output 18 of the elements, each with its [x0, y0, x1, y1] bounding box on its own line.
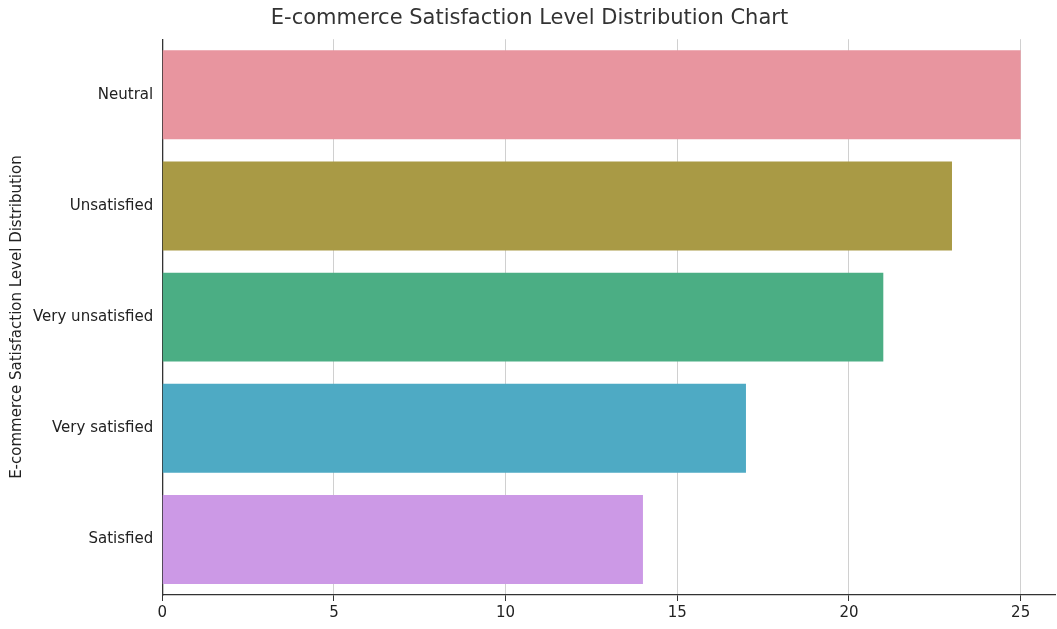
- bar: [162, 50, 1021, 140]
- y-tick-label: Unsatisfied: [69, 195, 154, 214]
- x-tick-label: 15: [667, 602, 687, 621]
- y-tick-label: Satisfied: [88, 529, 154, 548]
- bar: [162, 161, 952, 251]
- bar: [162, 272, 884, 362]
- x-tick-label: 10: [496, 602, 516, 621]
- bar: [162, 383, 746, 473]
- chart-title: E-commerce Satisfaction Level Distribution Chart: [270, 5, 789, 30]
- y-axis-title: E-commerce Satisfaction Level Distribution: [6, 155, 25, 479]
- y-tick-label: Very satisfied: [52, 418, 154, 437]
- y-tick-label: Neutral: [97, 84, 154, 103]
- y-tick-label: Very unsatisfied: [32, 306, 154, 325]
- x-tick-label: 25: [1011, 602, 1031, 621]
- bar: [162, 494, 643, 584]
- x-tick-label: 5: [329, 602, 339, 621]
- x-tick-label: 0: [157, 602, 167, 621]
- x-tick-label: 20: [839, 602, 859, 621]
